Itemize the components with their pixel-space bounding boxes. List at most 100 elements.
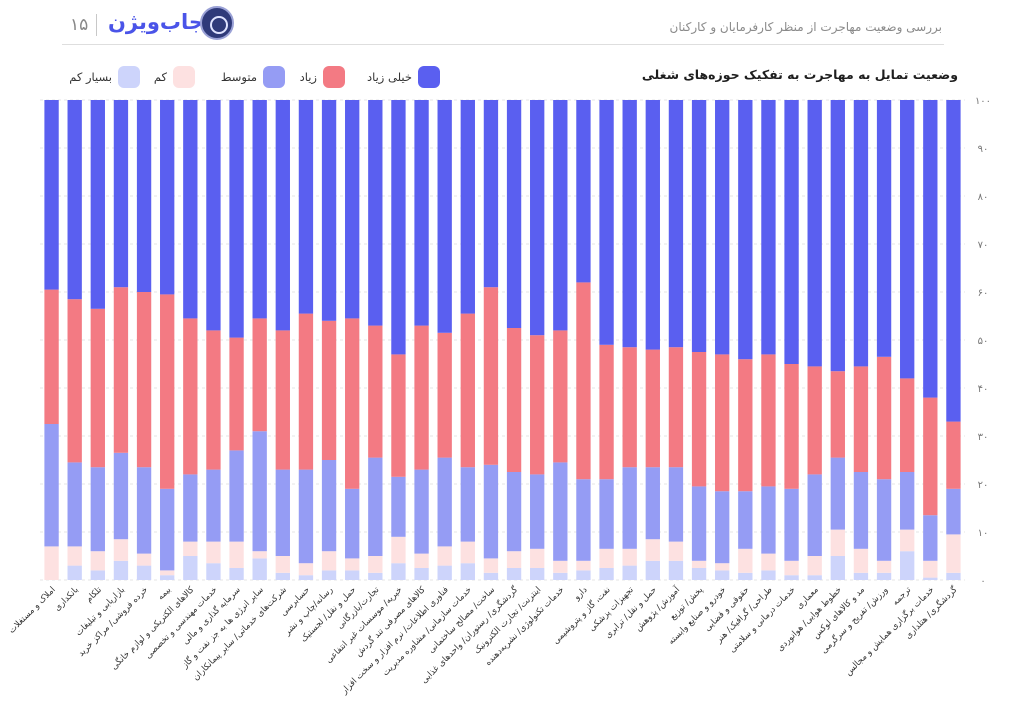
bar-segment	[830, 457, 845, 530]
legend-swatch	[323, 66, 345, 88]
bar-segment	[113, 452, 129, 540]
bar-segment	[530, 568, 545, 580]
bar-segment	[668, 467, 684, 542]
bar-segment	[206, 469, 221, 542]
x-tick-label: دارو	[572, 585, 590, 603]
bar-segment	[252, 551, 267, 559]
bar-segment	[113, 287, 129, 453]
bar-segment	[252, 558, 267, 580]
bar-segment	[113, 560, 129, 580]
bar-segment	[437, 100, 452, 333]
bar-segment	[830, 556, 845, 580]
bar-segment	[275, 572, 290, 580]
bar-segment	[876, 560, 892, 573]
bar-segment	[321, 570, 337, 580]
bar-segment	[668, 560, 684, 580]
bar-segment	[483, 572, 499, 580]
bar-segment	[368, 325, 383, 458]
bar-segment	[44, 100, 59, 290]
bar-segment	[67, 546, 82, 566]
bar-segment	[275, 330, 290, 470]
bar-segment	[807, 575, 822, 580]
bar-segment	[599, 100, 614, 345]
bar-segment	[345, 488, 360, 559]
bar-segment	[530, 100, 545, 336]
x-tick-label: تلکام	[84, 585, 104, 605]
bar-segment	[414, 325, 429, 470]
y-tick-label: ۴۰	[978, 384, 989, 395]
bar-segment	[160, 488, 175, 571]
bar-segment	[252, 100, 267, 319]
bar-segment	[298, 100, 314, 314]
bar-segment	[229, 100, 244, 338]
bar-segment	[691, 486, 707, 561]
bar-segment	[876, 100, 892, 357]
bar-segment	[506, 551, 522, 568]
bar-segment	[599, 344, 614, 480]
bar-segment	[830, 100, 845, 372]
bar-segment	[599, 548, 614, 568]
bar-segment	[460, 563, 475, 580]
bar-segment	[275, 100, 290, 331]
legend-label: متوسط	[221, 70, 257, 85]
page-number: ۱۵	[70, 15, 89, 35]
bar-segment	[321, 551, 337, 571]
legend-swatch	[173, 66, 195, 88]
bar-segment	[876, 572, 892, 580]
bar-segment	[67, 299, 82, 463]
bar-segment	[437, 332, 452, 458]
x-tick-label: املاک و مستغلات	[7, 585, 58, 636]
bar-segment	[321, 100, 337, 321]
bar-segment	[553, 462, 568, 561]
bar-segment	[483, 464, 499, 559]
bar-segment	[622, 548, 637, 566]
legend-swatch	[263, 66, 285, 88]
bar-segment	[229, 568, 244, 580]
bar-segment	[599, 568, 614, 580]
bar-segment	[784, 364, 799, 489]
bar-segment	[761, 553, 776, 571]
bar-segment	[691, 352, 707, 487]
y-tick-label: ۸۰	[978, 192, 989, 203]
bar-segment	[946, 488, 961, 535]
brand-seal-icon	[200, 6, 234, 40]
bar-segment	[576, 282, 591, 480]
bar-segment	[807, 474, 822, 556]
bar-segment	[460, 467, 475, 542]
bar-segment	[946, 100, 961, 422]
bar-segment	[876, 356, 892, 480]
bar-segment	[691, 568, 707, 580]
bar-segment	[853, 472, 869, 549]
bar-segment	[113, 539, 129, 561]
bar-segment	[90, 570, 105, 580]
bar-segment	[853, 100, 869, 367]
bar-segment	[136, 467, 152, 554]
bar-segment	[483, 558, 499, 573]
bar-segment	[437, 565, 452, 580]
legend-label: کم	[154, 70, 168, 84]
bar-segment	[183, 556, 198, 580]
y-tick-label: ۱۰	[978, 528, 989, 539]
bar-segment	[136, 553, 152, 566]
bar-segment	[622, 565, 637, 580]
x-tick-label: بانکداری	[53, 585, 81, 613]
bar-segment	[645, 467, 660, 540]
bar-segment	[923, 577, 938, 580]
bar-segment	[298, 563, 314, 576]
bar-segment	[668, 347, 684, 468]
bar-segment	[761, 354, 776, 487]
y-tick-label: ۹۰	[978, 144, 989, 155]
bar-segment	[622, 100, 637, 348]
bar-segment	[553, 572, 568, 580]
bar-segment	[483, 287, 499, 465]
bar-segment	[90, 551, 105, 571]
bar-segment	[506, 100, 522, 328]
y-tick-label: ۲۰	[978, 480, 989, 491]
bar-segment	[900, 100, 915, 379]
bar-segment	[206, 541, 221, 564]
bar-segment	[437, 546, 452, 566]
bar-segment	[391, 354, 406, 477]
bar-segment	[391, 100, 406, 355]
bar-segment	[252, 318, 267, 432]
bar-segment	[206, 563, 221, 580]
